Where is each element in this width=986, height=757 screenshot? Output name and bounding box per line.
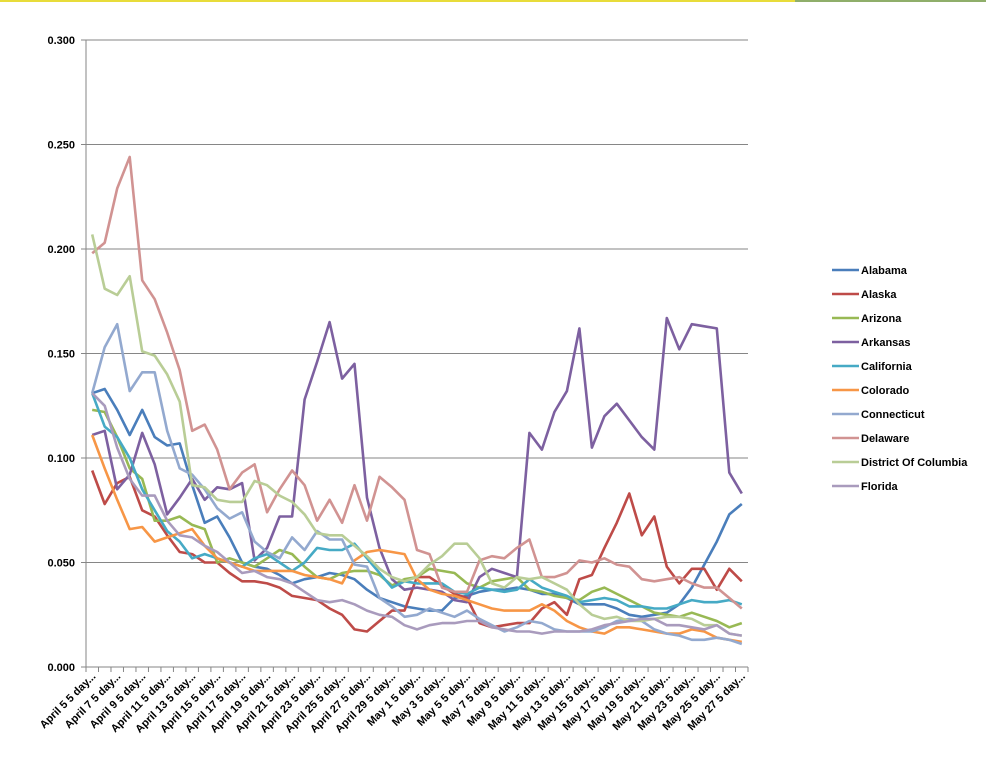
y-tick-label: 0.200 [47,244,75,256]
y-tick-label: 0.050 [47,558,75,570]
series-line-florida [91,392,743,637]
legend-label: District Of Columbia [861,457,968,469]
series-line-colorado [90,434,743,644]
gridlines [86,39,748,563]
legend-label: Colorado [861,385,910,397]
series-lines [90,155,743,646]
legend-label: Delaware [861,433,909,445]
series-line-alabama [91,387,743,619]
series-line-arizona [91,408,743,629]
series-line-district-of-columbia [90,234,743,637]
legend-label: Arkansas [861,337,911,349]
y-tick-label: 0.300 [47,35,75,47]
legend-label: California [861,361,913,373]
series-line-california [90,392,743,610]
legend-label: Florida [861,481,899,493]
x-axis: April 5 5 day...April 7 5 day...April 9 … [38,666,749,736]
series-line-delaware [91,155,743,610]
y-tick-label: 0.250 [47,140,75,152]
legend: Alabama Alaska Arizona Arkansas California Co… [832,265,968,493]
legend-label: Arizona [861,313,902,325]
legend-label: Alabama [861,265,908,277]
legend-label: Connecticut [861,409,925,421]
window-top-border [0,0,986,2]
legend-label: Alaska [861,289,897,301]
y-axis: 0.000 0.050 0.100 0.150 0.200 0.250 0.300 [47,35,87,674]
series-line-arkansas [91,316,743,604]
y-tick-label: 0.000 [47,662,75,674]
y-tick-label: 0.150 [47,349,75,361]
y-tick-label: 0.100 [47,453,75,465]
